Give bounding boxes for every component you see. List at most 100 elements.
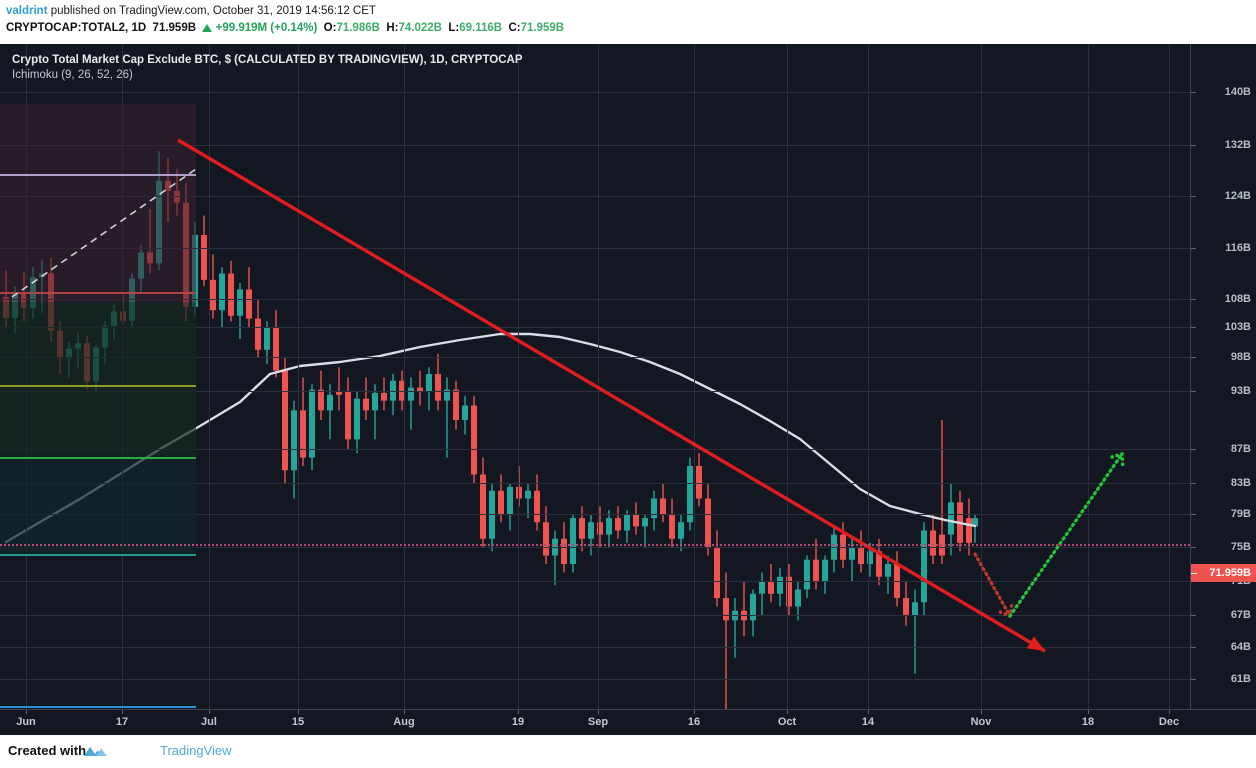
price-label-98B: 98B xyxy=(1230,351,1251,363)
current-price-level[interactable] xyxy=(0,544,1190,546)
price-label-61B: 61B xyxy=(1230,673,1251,685)
candle xyxy=(282,357,288,483)
price-tick xyxy=(1191,391,1196,392)
time-tick xyxy=(694,710,695,714)
candle xyxy=(255,299,261,357)
candle xyxy=(723,572,729,709)
publication-meta: published on TradingView.com, October 31… xyxy=(47,5,376,17)
close-label: C: xyxy=(508,22,521,34)
chart-header: valdrint published on TradingView.com, O… xyxy=(0,0,1256,44)
green-line[interactable] xyxy=(0,457,196,459)
price-tick xyxy=(1191,248,1196,249)
candle xyxy=(300,377,306,466)
price-tick xyxy=(1191,514,1196,515)
candle xyxy=(507,483,513,531)
candle xyxy=(912,589,918,674)
candle xyxy=(687,457,693,531)
vgrid-15 xyxy=(298,44,299,709)
price-label-75B: 75B xyxy=(1230,541,1251,553)
candle xyxy=(309,384,315,471)
price-tick xyxy=(1191,327,1196,328)
low-label: L: xyxy=(448,22,460,34)
current-price-badge[interactable]: 71.959B xyxy=(1191,563,1256,582)
support-zone-upper xyxy=(0,302,196,455)
olive-line[interactable] xyxy=(0,385,196,387)
time-tick xyxy=(404,710,405,714)
candle xyxy=(345,377,351,449)
candle xyxy=(921,522,927,615)
hgrid-83B xyxy=(0,483,1190,484)
candle xyxy=(606,510,612,547)
vgrid-Nov xyxy=(981,44,982,709)
bearish-projection[interactable] xyxy=(973,552,1012,618)
candle xyxy=(930,514,936,564)
hgrid-108B xyxy=(0,299,1190,300)
time-label-16: 16 xyxy=(687,716,701,728)
candle xyxy=(336,367,342,411)
vgrid-19 xyxy=(518,44,519,709)
candle xyxy=(966,498,972,556)
symbol-label[interactable]: CRYPTOCAP:TOTAL2, 1D xyxy=(6,22,147,34)
author-link[interactable]: valdrint xyxy=(6,5,48,17)
vgrid-Oct xyxy=(787,44,788,709)
bullish-projection-head xyxy=(1115,453,1119,458)
time-label-14: 14 xyxy=(861,716,875,728)
time-label-17: 17 xyxy=(115,716,129,728)
red-mid[interactable] xyxy=(0,292,196,294)
drawing-tools-svg xyxy=(11,138,1125,653)
plot-area[interactable]: Crypto Total Market Cap Exclude BTC, $ (… xyxy=(0,44,1190,709)
price-tick xyxy=(1191,547,1196,548)
candle xyxy=(597,506,603,547)
candle xyxy=(219,267,225,327)
resistance-trendline[interactable] xyxy=(177,138,1046,653)
time-axis[interactable]: Jun 17 Jul 15 Aug 19 Sep 16 Oct 14 Nov 18 Dec xyxy=(0,709,1256,735)
price-tick xyxy=(1191,357,1196,358)
candle xyxy=(822,555,828,594)
hgrid-61B xyxy=(0,679,1190,680)
price-label-87B: 87B xyxy=(1230,443,1251,455)
candle xyxy=(444,377,450,458)
hgrid-116B xyxy=(0,248,1190,249)
candle xyxy=(426,367,432,411)
chart-pane[interactable]: Crypto Total Market Cap Exclude BTC, $ (… xyxy=(0,44,1256,735)
price-label-64B: 64B xyxy=(1230,641,1251,653)
hgrid-75B xyxy=(0,547,1190,548)
bearish-projection-head xyxy=(1009,604,1014,608)
price-axis[interactable]: 140B 132B 124B 116B 108B 103B 98B 93B 87B 83B 79B 7… xyxy=(1190,44,1256,735)
price-tick xyxy=(1191,145,1196,146)
candle xyxy=(408,377,414,430)
price-tick xyxy=(1191,483,1196,484)
time-tick xyxy=(981,710,982,714)
candle xyxy=(876,538,882,586)
vgrid-Jul xyxy=(209,44,210,709)
ascending-support-dashed[interactable] xyxy=(11,168,197,298)
tradingview-brand[interactable]: TradingView xyxy=(160,743,232,758)
high-value: 74.022B xyxy=(398,22,442,34)
vgrid-14 xyxy=(868,44,869,709)
price-label-116B: 116B xyxy=(1225,242,1251,254)
hgrid-67B xyxy=(0,615,1190,616)
candle xyxy=(516,466,522,507)
bullish-projection-head xyxy=(1120,452,1124,456)
pink-upper[interactable] xyxy=(0,174,196,176)
hgrid-64B xyxy=(0,647,1190,648)
bullish-projection[interactable] xyxy=(1008,452,1124,618)
hgrid-87B xyxy=(0,449,1190,450)
candle xyxy=(579,506,585,552)
blue-line[interactable] xyxy=(0,706,196,708)
up-triangle-icon xyxy=(202,24,213,32)
teal-line[interactable] xyxy=(0,554,196,556)
hgrid-98B xyxy=(0,357,1190,358)
tradingview-logo-icon xyxy=(84,747,107,756)
time-tick xyxy=(209,710,210,714)
time-label-Dec: Dec xyxy=(1158,716,1180,728)
candle xyxy=(372,384,378,440)
candle xyxy=(246,267,252,327)
hgrid-71B xyxy=(0,581,1190,582)
last-price: 71.959B xyxy=(152,22,197,34)
candle xyxy=(390,374,396,416)
candle xyxy=(705,483,711,556)
quote-line: CRYPTOCAP:TOTAL2, 1D 71.959B +99.919M (+… xyxy=(6,22,564,34)
candle xyxy=(858,530,864,573)
candle xyxy=(399,370,405,411)
